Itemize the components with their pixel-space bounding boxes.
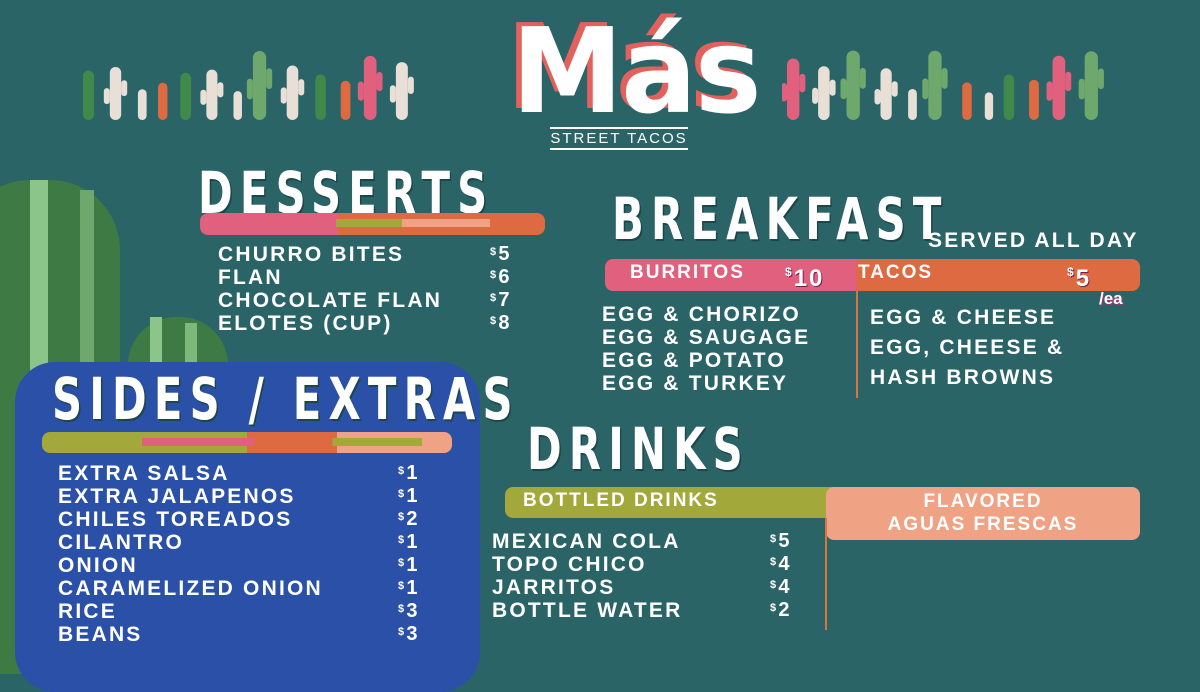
breakfast-title: BREAKFAST xyxy=(612,185,949,253)
item-price: $1 xyxy=(398,485,420,507)
item-name: CARAMELIZED ONION xyxy=(58,577,323,600)
sides-title: SIDES / EXTRAS xyxy=(52,365,520,433)
menu-item: EGG & CHORIZO xyxy=(602,303,801,326)
item-name: CHOCOLATE FLAN xyxy=(218,289,443,312)
menu-item: RICE $3 xyxy=(58,600,417,623)
menu-item: EXTRA SALSA $1 xyxy=(58,462,417,485)
burritos-label: BURRITOS xyxy=(630,262,745,283)
logo: Más xyxy=(511,2,762,140)
menu-item: MEXICAN COLA $5 xyxy=(492,530,789,553)
item-name: ONION xyxy=(58,554,138,577)
aguas-label-line1: FLAVORED xyxy=(923,491,1043,512)
menu-item: EGG & CHEESE xyxy=(870,306,1057,329)
item-name: JARRITOS xyxy=(492,576,616,599)
item-price: $1 xyxy=(398,531,420,553)
item-price: $7 xyxy=(490,289,512,311)
menu-item: ELOTES (CUP) $8 xyxy=(218,312,509,335)
item-price: $8 xyxy=(490,312,512,334)
item-price: $1 xyxy=(398,577,420,599)
tacos-unit: /ea xyxy=(1099,289,1123,308)
item-name: MEXICAN COLA xyxy=(492,530,681,553)
menu-item: BOTTLE WATER $2 xyxy=(492,599,789,622)
tacos-price: $5 xyxy=(1067,265,1092,292)
item-name: BOTTLE WATER xyxy=(492,599,683,622)
item-name: EXTRA JALAPENOS xyxy=(58,485,296,508)
menu-item: FLAN $6 xyxy=(218,266,509,289)
item-price: $3 xyxy=(398,600,420,622)
tacos-label: TACOS xyxy=(858,262,934,283)
sides-bar xyxy=(42,432,452,453)
menu-item: EXTRA JALAPENOS $1 xyxy=(58,485,417,508)
logo-tagline: STREET TACOS xyxy=(550,127,688,150)
item-name: TOPO CHICO xyxy=(492,553,647,576)
item-name: CHURRO BITES xyxy=(218,243,405,266)
desserts-list: CHURRO BITES $5 FLAN $6 CHOCOLATE FLAN $7 ELOT… xyxy=(218,243,509,335)
menu-item: CHILES TOREADOS $2 xyxy=(58,508,417,531)
item-price: $1 xyxy=(398,554,420,576)
menu-item: BEANS $3 xyxy=(58,623,417,646)
sides-list: EXTRA SALSA $1 EXTRA JALAPENOS $1 CHILES TOR… xyxy=(58,462,417,646)
item-price: $5 xyxy=(490,243,512,265)
item-name: CILANTRO xyxy=(58,531,185,554)
item-price: $1 xyxy=(398,462,420,484)
breakfast-subtitle: SERVED ALL DAY xyxy=(928,229,1139,252)
menu-item: CHOCOLATE FLAN $7 xyxy=(218,289,509,312)
aguas-label-line2: AGUAS FRESCAS xyxy=(887,514,1079,535)
bottled-drinks-label: BOTTLED DRINKS xyxy=(523,490,719,511)
menu-item: EGG & SAUGAGE xyxy=(602,326,811,349)
menu-item: CARAMELIZED ONION $1 xyxy=(58,577,417,600)
item-name: BEANS xyxy=(58,623,143,646)
cactus-row-left-icon xyxy=(83,51,414,120)
menu-item: CILANTRO $1 xyxy=(58,531,417,554)
item-price: $3 xyxy=(398,623,420,645)
item-name: ELOTES (CUP) xyxy=(218,312,393,335)
menu-item: EGG & TURKEY xyxy=(602,372,789,395)
item-name: FLAN xyxy=(218,266,283,289)
item-name: EXTRA SALSA xyxy=(58,462,230,485)
item-price: $4 xyxy=(770,553,792,575)
drinks-list: MEXICAN COLA $5 TOPO CHICO $4 JARRITOS $4 BOTT… xyxy=(492,530,789,622)
tacos-list: EGG & CHEESE EGG, CHEESE & HASH BROWNS xyxy=(870,303,1064,393)
drinks-divider xyxy=(825,518,827,630)
item-price: $2 xyxy=(770,599,792,621)
item-price: $4 xyxy=(770,576,792,598)
menu-item: ONION $1 xyxy=(58,554,417,577)
item-price: $6 xyxy=(490,266,512,288)
menu-item: EGG, CHEESE & xyxy=(870,336,1065,359)
item-name: CHILES TOREADOS xyxy=(58,508,293,531)
menu-item: EGG & POTATO xyxy=(602,349,786,372)
desserts-bar xyxy=(200,213,545,235)
aguas-frescas-bar: FLAVORED AGUAS FRESCAS xyxy=(826,487,1140,540)
burritos-price: $10 xyxy=(785,265,825,292)
menu-item: TOPO CHICO $4 xyxy=(492,553,789,576)
drinks-title: DRINKS xyxy=(527,415,750,483)
item-name: RICE xyxy=(58,600,117,623)
sides-panel xyxy=(15,362,480,692)
cactus-row-right-icon xyxy=(782,50,1104,121)
menu-item: JARRITOS $4 xyxy=(492,576,789,599)
menu-item: CHURRO BITES $5 xyxy=(218,243,509,266)
menu-item: HASH BROWNS xyxy=(870,366,1056,389)
item-price: $2 xyxy=(398,508,420,530)
bottled-drinks-bar: BOTTLED DRINKS xyxy=(505,487,835,518)
item-price: $5 xyxy=(770,530,792,552)
desserts-title: DESSERTS xyxy=(198,159,495,227)
breakfast-bar: BURRITOS $10 TACOS $5 /ea xyxy=(605,259,1140,308)
breakfast-divider xyxy=(856,291,858,398)
burritos-list: EGG & CHORIZO EGG & SAUGAGE EGG & POTATO EG… xyxy=(602,303,810,395)
